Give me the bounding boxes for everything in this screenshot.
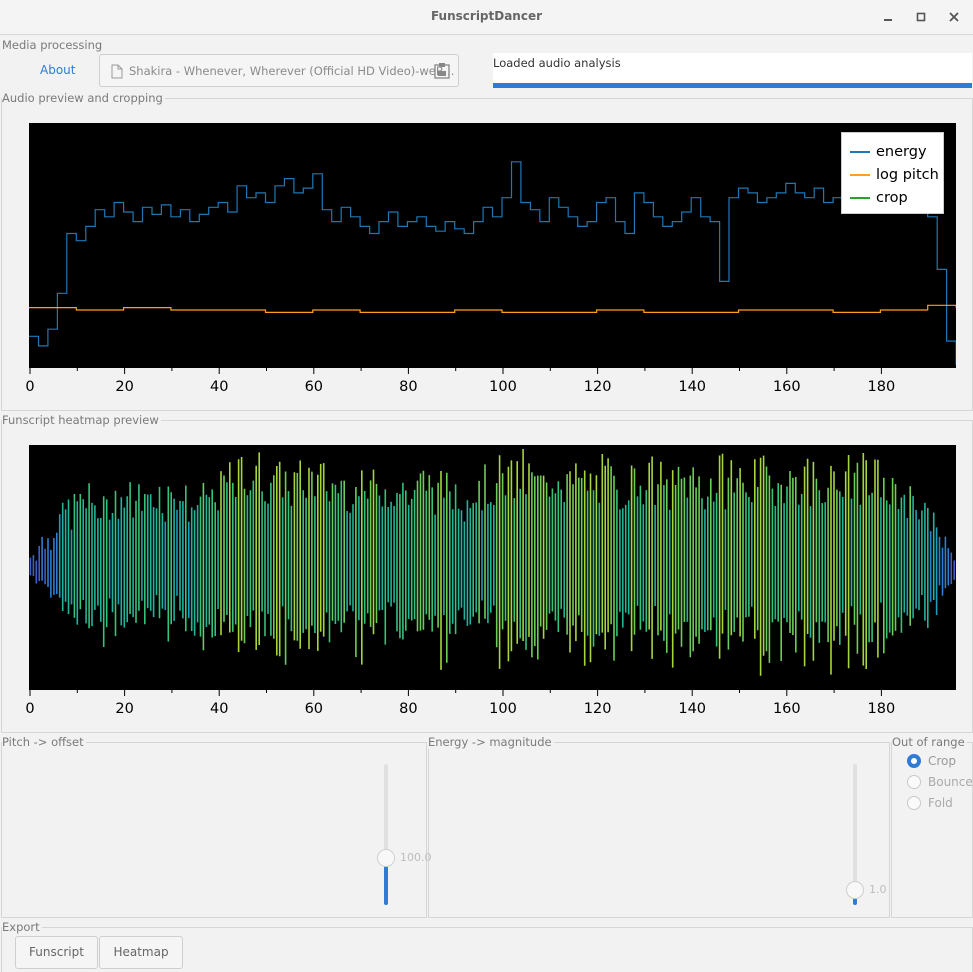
legend-crop-label: crop (876, 190, 908, 206)
heatmap-x-tick-label-7: 140 (678, 701, 706, 717)
export-heatmap-button[interactable]: Heatmap (99, 936, 183, 969)
heatmap-chart (29, 449, 956, 676)
audio-x-tick-label-4: 80 (399, 379, 417, 395)
audio-x-tick-label-2: 40 (210, 379, 228, 395)
series-log-pitch-line (29, 304, 957, 313)
series-energy-line (29, 161, 957, 365)
pitch-offset-slider[interactable] (384, 764, 388, 905)
export-label: Export (2, 920, 42, 934)
audio-x-tick-label-8: 160 (773, 379, 801, 395)
audio-x-tick-label-3: 60 (305, 379, 323, 395)
file-name: Shakira - Whenever, Wherever (Official H… (129, 64, 455, 78)
legend-energy-swatch (850, 151, 870, 153)
about-link[interactable]: About (40, 63, 76, 77)
audio-x-tick-label-7: 140 (678, 379, 706, 395)
radio-fold-label[interactable]: Fold (928, 796, 953, 810)
heatmap-x-tick-label-4: 80 (399, 701, 417, 717)
energy-magnitude-value: 1.0 (869, 883, 887, 896)
document-icon (111, 64, 123, 83)
export-funscript-button[interactable]: Funscript (15, 936, 98, 969)
legend-log-pitch-label: log pitch (876, 167, 939, 183)
progress-bar (493, 83, 972, 88)
audio-x-tick-label-1: 20 (115, 379, 133, 395)
paste-icon[interactable] (434, 62, 450, 83)
legend-crop: crop (850, 188, 945, 208)
audio-plot[interactable] (29, 123, 957, 368)
energy-magnitude-slider[interactable] (853, 764, 857, 905)
minimize-icon[interactable] (879, 8, 897, 26)
legend-energy-label: energy (876, 144, 927, 160)
legend-energy: energy (850, 142, 945, 162)
file-selector[interactable]: Shakira - Whenever, Wherever (Official H… (99, 54, 459, 87)
pitch-offset-slider-fill (384, 866, 388, 905)
heatmap-x-axis: 0 20 40 60 80 100 120 140 160 180 (25, 690, 896, 717)
audio-x-tick-label-6: 120 (584, 379, 612, 395)
radio-crop[interactable]: Crop (907, 753, 973, 771)
title-bar: FunscriptDancer (0, 0, 973, 35)
pitch-offset-value: 100.0 (400, 851, 432, 864)
audio-chart (29, 161, 957, 365)
heatmap-x-tick-label-2: 40 (210, 701, 228, 717)
audio-x-tick-label-9: 180 (868, 379, 896, 395)
radio-bounce[interactable]: Bounce (907, 774, 973, 792)
heatmap-x-tick-label-9: 180 (868, 701, 896, 717)
energy-magnitude-group (428, 742, 890, 918)
heatmap-x-tick-label-3: 60 (305, 701, 323, 717)
heatmap-plot (29, 445, 956, 690)
heatmap-x-tick-label-6: 120 (584, 701, 612, 717)
audio-x-axis: 0 20 40 60 80 100 120 140 160 180 (25, 368, 896, 395)
legend-log-pitch-swatch (850, 174, 870, 176)
audio-x-tick-label-5: 100 (489, 379, 517, 395)
pitch-offset-label: Pitch -> offset (2, 735, 86, 749)
window-title: FunscriptDancer (430, 9, 543, 23)
heatmap-x-tick-label-1: 20 (115, 701, 133, 717)
heatmap-x-tick-label-8: 160 (773, 701, 801, 717)
radio-bounce-indicator[interactable] (907, 775, 921, 789)
status-text: Loaded audio analysis (493, 56, 621, 70)
out-of-range-label: Out of range (892, 735, 967, 749)
energy-magnitude-slider-handle[interactable] (846, 881, 864, 899)
energy-magnitude-slider-fill (853, 898, 857, 905)
audio-legend: energy log pitch crop (841, 132, 944, 214)
maximize-icon[interactable] (912, 8, 930, 26)
pitch-offset-group (1, 742, 427, 918)
radio-fold[interactable]: Fold (907, 795, 973, 813)
media-processing-label: Media processing (2, 38, 105, 52)
close-icon[interactable] (945, 8, 963, 26)
heatmap-preview-label: Funscript heatmap preview (2, 413, 161, 427)
heatmap-x-tick-label-0: 0 (25, 701, 34, 717)
heatmap-x-tick-label-5: 100 (489, 701, 517, 717)
legend-crop-swatch (850, 197, 870, 199)
pitch-offset-slider-handle[interactable] (377, 849, 395, 867)
status-display: Loaded audio analysis (493, 53, 972, 83)
energy-magnitude-label: Energy -> magnitude (428, 735, 554, 749)
radio-bounce-label[interactable]: Bounce (928, 775, 973, 789)
radio-fold-indicator[interactable] (907, 796, 921, 810)
radio-crop-indicator[interactable] (907, 754, 921, 768)
audio-preview-label: Audio preview and cropping (2, 91, 165, 105)
audio-x-tick-label-0: 0 (25, 379, 34, 395)
legend-log-pitch: log pitch (850, 165, 945, 185)
radio-crop-label[interactable]: Crop (928, 754, 957, 768)
